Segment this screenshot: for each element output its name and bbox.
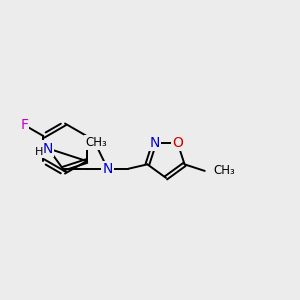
Text: N: N: [149, 136, 160, 149]
Text: N: N: [43, 142, 53, 155]
Text: H: H: [35, 147, 44, 157]
Text: N: N: [103, 162, 113, 176]
Text: CH₃: CH₃: [213, 164, 235, 177]
Text: CH₃: CH₃: [85, 136, 107, 149]
Text: F: F: [20, 118, 28, 132]
Text: O: O: [172, 136, 183, 149]
